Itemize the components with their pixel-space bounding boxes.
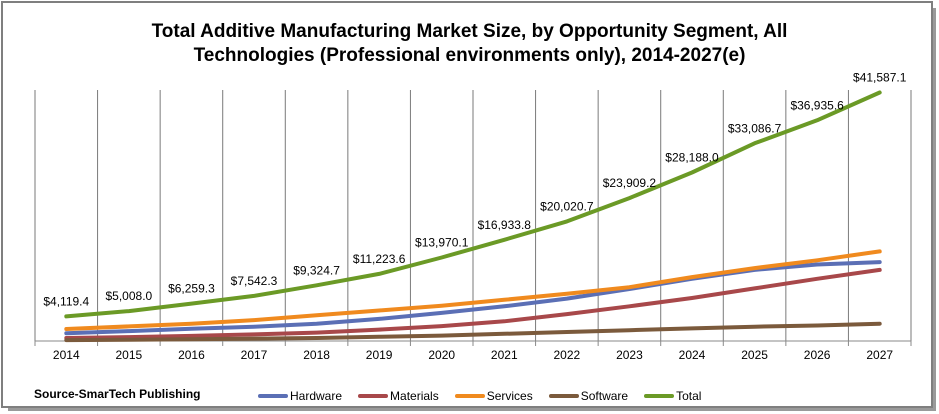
x-tick-label: 2014 — [53, 348, 80, 362]
legend-label: Materials — [390, 389, 439, 403]
legend-label: Total — [676, 389, 702, 403]
data-label: $4,119.4 — [43, 294, 89, 308]
data-label: $16,933.8 — [478, 218, 532, 232]
legend-swatch — [548, 394, 579, 398]
legend-item-software: Software — [548, 389, 629, 403]
legend-label: Hardware — [290, 389, 343, 403]
legend-item-hardware: Hardware — [258, 389, 342, 403]
x-tick-label: 2017 — [241, 348, 268, 362]
x-tick-label: 2023 — [616, 348, 643, 362]
data-label: $13,970.1 — [415, 236, 469, 250]
legend-swatch — [644, 394, 675, 398]
series-line-software — [64, 321, 882, 343]
series-line-materials — [64, 267, 882, 340]
x-tick-label: 2026 — [804, 348, 831, 362]
legend-item-services: Services — [454, 389, 533, 403]
series-layer — [64, 90, 882, 343]
data-label: $20,020.7 — [540, 199, 594, 213]
data-label: $28,188.0 — [665, 151, 719, 165]
data-label: $6,259.3 — [168, 282, 215, 296]
legend-label: Services — [486, 389, 533, 403]
x-tick-label: 2015 — [116, 348, 143, 362]
x-tick-label: 2018 — [303, 348, 330, 362]
data-label: $7,542.3 — [231, 274, 278, 288]
data-label: $9,324.7 — [293, 263, 340, 277]
data-label: $41,587.1 — [853, 70, 907, 84]
x-tick-label: 2019 — [366, 348, 393, 362]
x-tick-label: 2020 — [428, 348, 455, 362]
data-label: $5,008.0 — [105, 289, 152, 303]
data-label: $23,909.2 — [603, 176, 657, 190]
data-label: $36,935.6 — [790, 98, 844, 112]
legend-swatch — [454, 394, 485, 398]
data-label: $33,086.7 — [728, 121, 782, 135]
axis-layer — [34, 340, 912, 346]
source-note: Source-SmarTech Publishing — [34, 387, 201, 401]
data-label-layer: $4,119.4 $5,008.0 $6,259.3 $7,542.3 $9,324.7… — [43, 70, 906, 308]
x-tick-label: 2016 — [178, 348, 205, 362]
chart-title: Total Additive Manufacturing Market Size… — [0, 20, 939, 68]
x-tick-label: 2025 — [741, 348, 768, 362]
x-tick-label: 2022 — [554, 348, 581, 362]
x-tick-label: 2027 — [866, 348, 893, 362]
legend-item-materials: Materials — [358, 389, 439, 403]
x-tick-label-layer: 2014 2015 2016 2017 2018 2019 2020 2021 2022 2023… — [53, 348, 893, 362]
legend-item-total: Total — [644, 389, 701, 403]
series-line-services — [64, 249, 882, 331]
data-label: $11,223.6 — [353, 252, 406, 266]
legend-swatch — [258, 394, 288, 398]
series-line-total — [64, 90, 882, 319]
x-tick-label: 2024 — [679, 348, 706, 362]
chart-title-line-2: Technologies (Professional environments … — [193, 45, 746, 66]
legend: Hardware Materials Services Software Total — [258, 388, 717, 404]
x-tick-label: 2021 — [491, 348, 518, 362]
chart-title-line-1: Total Additive Manufacturing Market Size… — [151, 21, 788, 42]
legend-label: Software — [580, 389, 629, 403]
legend-swatch — [358, 394, 389, 398]
